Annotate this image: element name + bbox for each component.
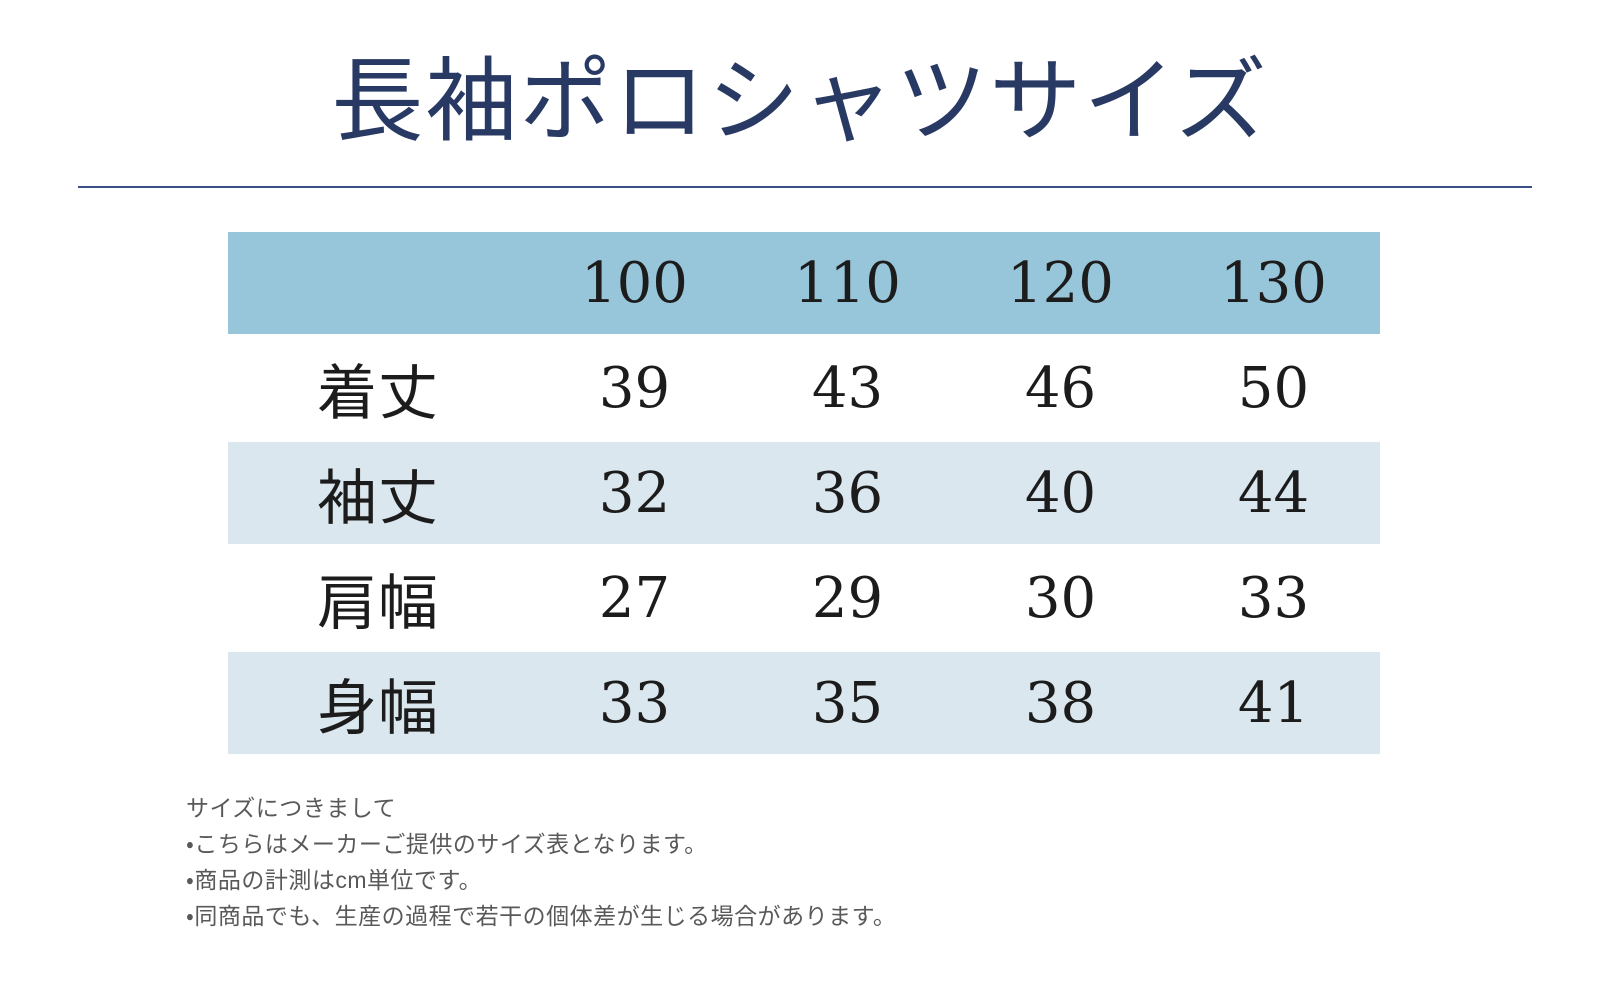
value-length-120: 46	[1024, 355, 1097, 421]
column-header-120: 120	[1007, 250, 1114, 316]
value-length-130: 50	[1237, 355, 1310, 421]
value-sleeve-100: 32	[598, 460, 671, 526]
value-length-100: 39	[598, 355, 671, 421]
page-title: 長袖ポロシャツサイズ	[331, 48, 1269, 155]
value-shoulder-100: 27	[598, 565, 671, 631]
row-label-length: 着丈	[317, 358, 439, 429]
value-width-100: 33	[598, 670, 671, 736]
value-sleeve-130: 44	[1237, 460, 1310, 526]
title-underline	[78, 186, 1532, 188]
value-length-110: 43	[811, 355, 884, 421]
table-header-row: 100 110 120 130	[228, 232, 1380, 334]
row-label-sleeve: 袖丈	[317, 463, 439, 534]
row-label-width: 身幅	[317, 673, 439, 744]
value-width-110: 35	[811, 670, 884, 736]
notes-heading: サイズにつきまして	[186, 795, 397, 821]
value-width-130: 41	[1237, 670, 1310, 736]
note-item-3: ・同商品でも、生産の過程で若干の個体差が生じる場合があります。	[186, 903, 897, 929]
note-item-2: ・商品の計測はcm単位です。	[186, 867, 483, 893]
size-table: 100 110 120 130 着丈 39 43 46 50 袖丈 32 36 …	[228, 232, 1380, 757]
note-item-1: ・こちらはメーカーご提供のサイズ表となります。	[186, 831, 708, 857]
table-row-shoulder: 肩幅 27 29 30 33	[228, 547, 1380, 649]
value-width-120: 38	[1024, 670, 1097, 736]
table-row-length: 着丈 39 43 46 50	[228, 337, 1380, 439]
value-sleeve-120: 40	[1024, 460, 1097, 526]
value-shoulder-110: 29	[811, 565, 884, 631]
size-notes: サイズにつきまして ・こちらはメーカーご提供のサイズ表となります。 ・商品の計測…	[186, 790, 896, 934]
value-sleeve-110: 36	[811, 460, 884, 526]
value-shoulder-120: 30	[1024, 565, 1097, 631]
column-header-130: 130	[1220, 250, 1327, 316]
column-header-100: 100	[581, 250, 688, 316]
table-row-sleeve: 袖丈 32 36 40 44	[228, 442, 1380, 544]
table-row-width: 身幅 33 35 38 41	[228, 652, 1380, 754]
value-shoulder-130: 33	[1237, 565, 1310, 631]
column-header-110: 110	[794, 250, 901, 316]
row-label-shoulder: 肩幅	[317, 568, 439, 639]
